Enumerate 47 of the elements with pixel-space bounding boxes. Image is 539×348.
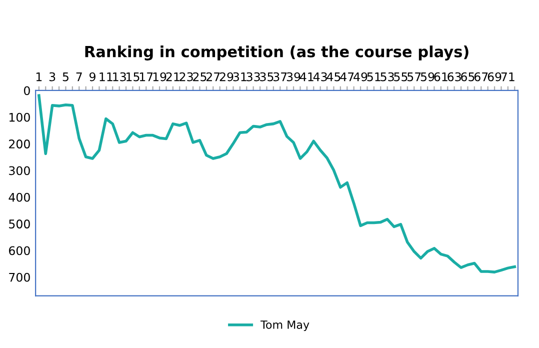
x-tick-label: 17 [140,72,153,82]
line-series [38,94,516,274]
y-tick-label: 100 [9,112,30,122]
x-tick-label: 29 [220,72,234,82]
y-tick-label: 700 [9,272,30,282]
x-tick-label: 63 [448,72,461,82]
x-tick-label: 43 [313,72,327,82]
chart-title: Ranking in competition (as the course plays) [85,46,468,60]
x-tick-label: 67 [474,72,488,82]
x-tick-label: 21 [166,72,180,82]
legend-label: Tom May [260,320,310,332]
x-tick-label: 47 [340,72,354,82]
x-tick-label: 57 [408,72,421,82]
x-tick-label: 7 [76,72,82,82]
x-tick-label: 65 [461,72,474,82]
x-tick-label: 71 [501,72,514,82]
y-tick-label: 500 [9,220,30,228]
x-tick-label: 31 [233,72,246,82]
x-tick-label: 1 [36,72,42,82]
x-tick-label: 53 [380,72,394,82]
x-tick-label: 23 [180,72,193,82]
y-tick-label: 0 [24,86,30,96]
x-tick-label: 27 [206,72,220,82]
x-tick-label: 39 [286,72,300,82]
x-tick-label: 13 [113,72,126,82]
x-tick-label: 11 [100,72,112,82]
x-tick-label: 45 [326,72,340,82]
x-tick-label: 15 [126,72,140,82]
y-tick-label: 300 [9,166,30,176]
x-tick-label: 41 [300,72,314,82]
x-tick-label: 3 [49,72,56,82]
x-tick-label: 35 [260,72,274,82]
x-tick-label: 25 [193,72,206,82]
x-tick-label: 5 [62,72,68,82]
y-tick-label: 400 [8,192,30,202]
y-tick-label: 200 [9,140,30,148]
x-tick-label: 61 [434,72,448,82]
x-tick-label: 9 [90,72,96,82]
x-tick-label: 33 [246,72,260,82]
x-tick-label: 49 [354,72,368,82]
y-tick-label: 600 [9,246,30,256]
x-tick-label: 55 [394,72,408,82]
x-tick-label: 69 [488,72,502,82]
x-tick-label: 37 [274,72,287,82]
x-tick-label: 19 [153,72,166,82]
x-tick-label: 51 [367,72,380,82]
x-tick-label: 59 [420,72,434,82]
